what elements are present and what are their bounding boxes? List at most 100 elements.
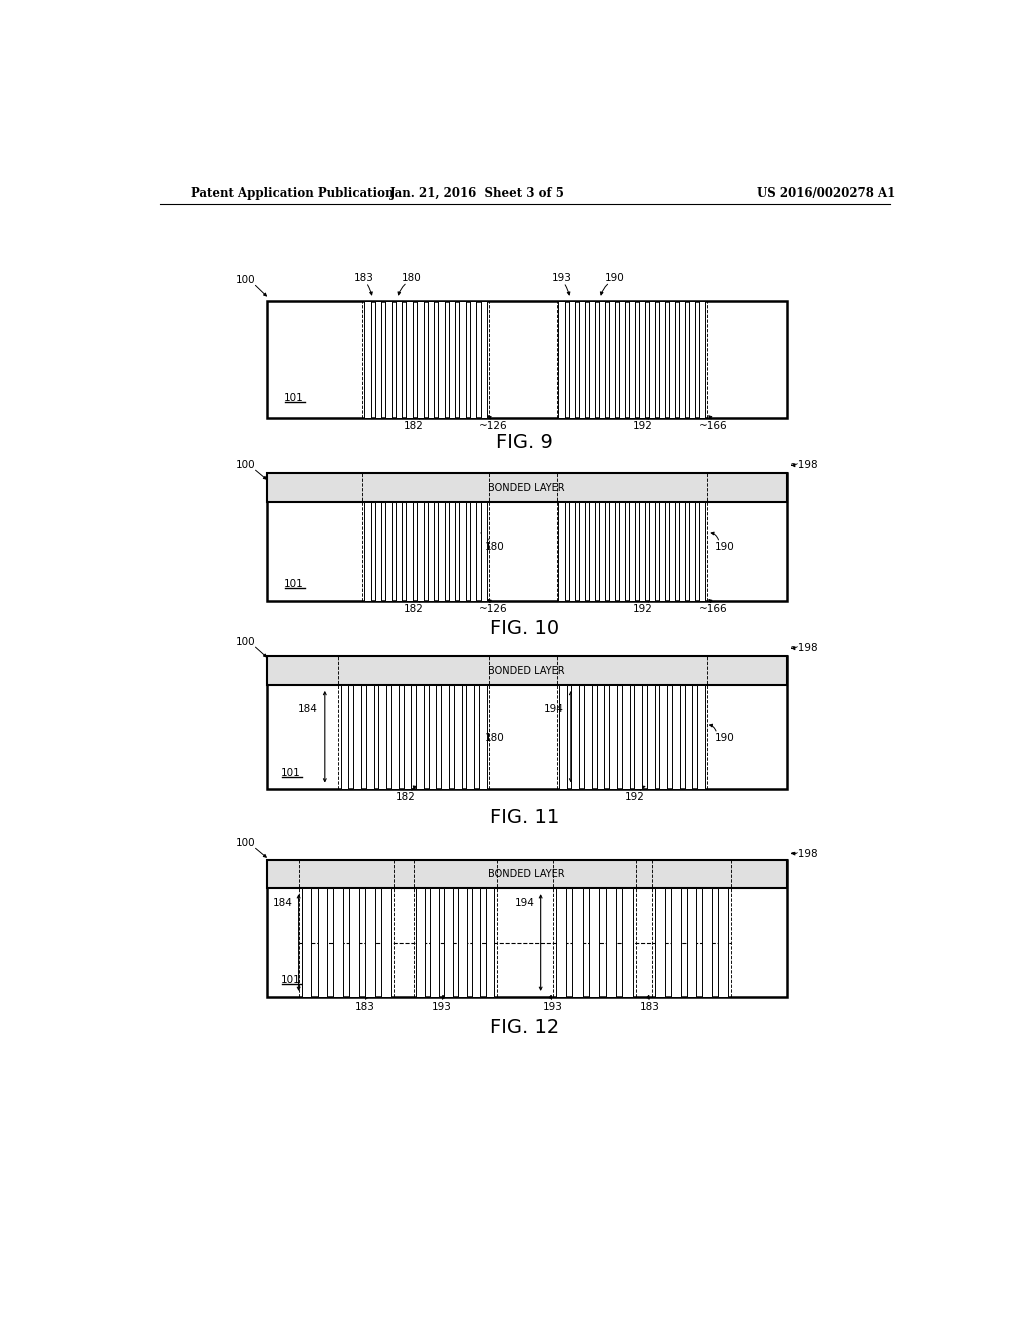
Bar	[429, 685, 436, 788]
Bar	[579, 301, 585, 417]
Text: 183: 183	[353, 273, 374, 284]
Bar	[559, 685, 566, 788]
Bar	[353, 685, 361, 788]
Text: 101: 101	[284, 393, 304, 404]
Text: FIG. 11: FIG. 11	[490, 808, 559, 826]
Text: ~166: ~166	[699, 603, 728, 614]
Bar	[349, 888, 359, 997]
Bar	[679, 502, 685, 601]
Bar	[618, 301, 625, 417]
Bar	[572, 888, 583, 997]
Text: 190: 190	[604, 273, 625, 284]
Bar	[571, 685, 580, 788]
Text: 182: 182	[403, 421, 424, 430]
Bar	[589, 502, 595, 601]
Text: 193: 193	[431, 1002, 452, 1012]
Text: ~198: ~198	[790, 849, 818, 858]
Bar	[460, 502, 466, 601]
Bar	[441, 685, 449, 788]
Bar	[385, 502, 392, 601]
Bar	[558, 502, 564, 601]
Text: 183: 183	[354, 1002, 375, 1012]
Text: 180: 180	[484, 733, 505, 743]
Bar	[556, 888, 566, 997]
Bar	[407, 502, 413, 601]
Bar	[479, 685, 486, 788]
Bar	[428, 502, 434, 601]
Text: 194: 194	[544, 705, 563, 714]
Bar	[267, 301, 786, 417]
Bar	[639, 301, 645, 417]
Bar	[669, 502, 675, 601]
Bar	[679, 301, 685, 417]
Bar	[267, 859, 786, 888]
Text: 101: 101	[281, 768, 301, 779]
Bar	[341, 685, 348, 788]
Bar	[403, 685, 412, 788]
Text: 192: 192	[632, 421, 652, 430]
Bar	[417, 502, 424, 601]
Bar	[267, 474, 786, 502]
Bar	[366, 888, 375, 997]
Text: 192: 192	[632, 603, 652, 614]
Bar	[699, 502, 706, 601]
Text: ~166: ~166	[699, 421, 728, 430]
Bar	[438, 502, 444, 601]
Bar	[485, 888, 495, 997]
Bar	[639, 502, 645, 601]
Bar	[689, 502, 695, 601]
Bar	[597, 685, 604, 788]
Bar	[480, 301, 487, 417]
Bar	[689, 301, 695, 417]
Bar	[334, 888, 343, 997]
Text: ~126: ~126	[479, 603, 507, 614]
Bar	[634, 685, 642, 788]
Bar	[568, 301, 574, 417]
Bar	[438, 301, 444, 417]
Text: ~198: ~198	[790, 643, 818, 653]
Bar	[416, 685, 424, 788]
Bar	[375, 301, 381, 417]
Text: BONDED LAYER: BONDED LAYER	[488, 483, 565, 492]
Bar	[470, 301, 476, 417]
Text: 100: 100	[236, 276, 255, 285]
Text: Jan. 21, 2016  Sheet 3 of 5: Jan. 21, 2016 Sheet 3 of 5	[390, 187, 564, 201]
Text: 183: 183	[640, 1002, 660, 1012]
Text: BONDED LAYER: BONDED LAYER	[488, 869, 565, 879]
Bar	[623, 888, 633, 997]
Bar	[449, 502, 456, 601]
Bar	[417, 888, 425, 997]
Bar	[417, 301, 424, 417]
Text: 182: 182	[403, 603, 424, 614]
Bar	[302, 888, 311, 997]
Bar	[671, 888, 681, 997]
Text: 101: 101	[284, 579, 304, 589]
Text: 184: 184	[297, 705, 317, 714]
Bar	[599, 502, 605, 601]
Text: 184: 184	[272, 899, 293, 908]
Bar	[718, 888, 728, 997]
Bar	[649, 301, 655, 417]
Bar	[669, 301, 675, 417]
Text: 100: 100	[236, 461, 255, 470]
Bar	[609, 685, 617, 788]
Bar	[702, 888, 713, 997]
Bar	[454, 685, 462, 788]
Bar	[317, 888, 328, 997]
Bar	[579, 502, 585, 601]
Text: US 2016/0020278 A1: US 2016/0020278 A1	[757, 187, 896, 201]
Text: 180: 180	[402, 273, 422, 284]
Bar	[608, 502, 615, 601]
Bar	[686, 888, 696, 997]
Bar	[568, 502, 574, 601]
Bar	[366, 685, 374, 788]
Bar	[365, 502, 371, 601]
Bar	[267, 474, 786, 601]
Bar	[659, 685, 668, 788]
Bar	[379, 685, 386, 788]
Bar	[407, 301, 413, 417]
Bar	[365, 301, 371, 417]
Bar	[599, 301, 605, 417]
Text: 101: 101	[281, 974, 301, 985]
Text: ~198: ~198	[790, 461, 818, 470]
